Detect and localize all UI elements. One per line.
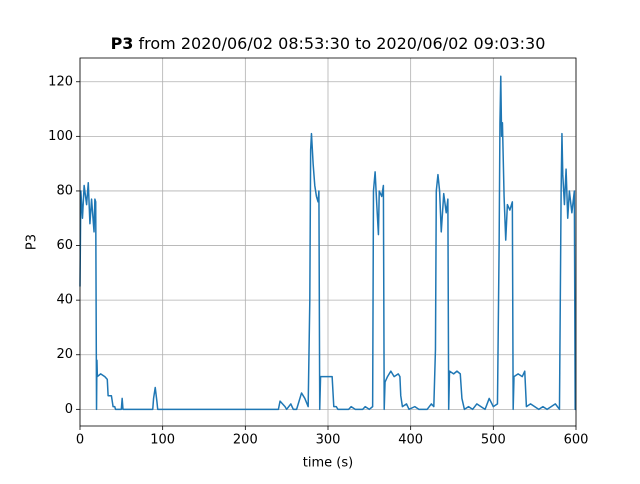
chart-title: P3 from 2020/06/02 08:53:30 to 2020/06/0… [111, 34, 546, 53]
y-tick-label: 40 [56, 293, 73, 308]
x-axis-label: time (s) [303, 456, 353, 471]
plot-frame [79, 57, 577, 427]
x-tick-label: 500 [481, 433, 506, 448]
x-tick-label: 0 [76, 433, 84, 448]
y-tick-label: 60 [56, 238, 73, 253]
x-tick-label: 100 [150, 433, 175, 448]
data-line [79, 75, 576, 411]
y-tick-label: 100 [48, 129, 73, 144]
y-tick-label: 80 [56, 183, 73, 198]
x-tick-label: 200 [233, 433, 258, 448]
title-rest: from 2020/06/02 08:53:30 to 2020/06/02 0… [139, 34, 546, 53]
y-tick-label: 120 [48, 74, 73, 89]
x-tick-label: 600 [564, 433, 589, 448]
x-tick-label: 400 [398, 433, 423, 448]
y-tick-label: 0 [65, 402, 73, 417]
y-tick-label: 20 [56, 347, 73, 362]
x-tick-label: 300 [316, 433, 341, 448]
y-axis-label: P3 [25, 234, 40, 250]
title-bold: P3 [111, 34, 134, 53]
